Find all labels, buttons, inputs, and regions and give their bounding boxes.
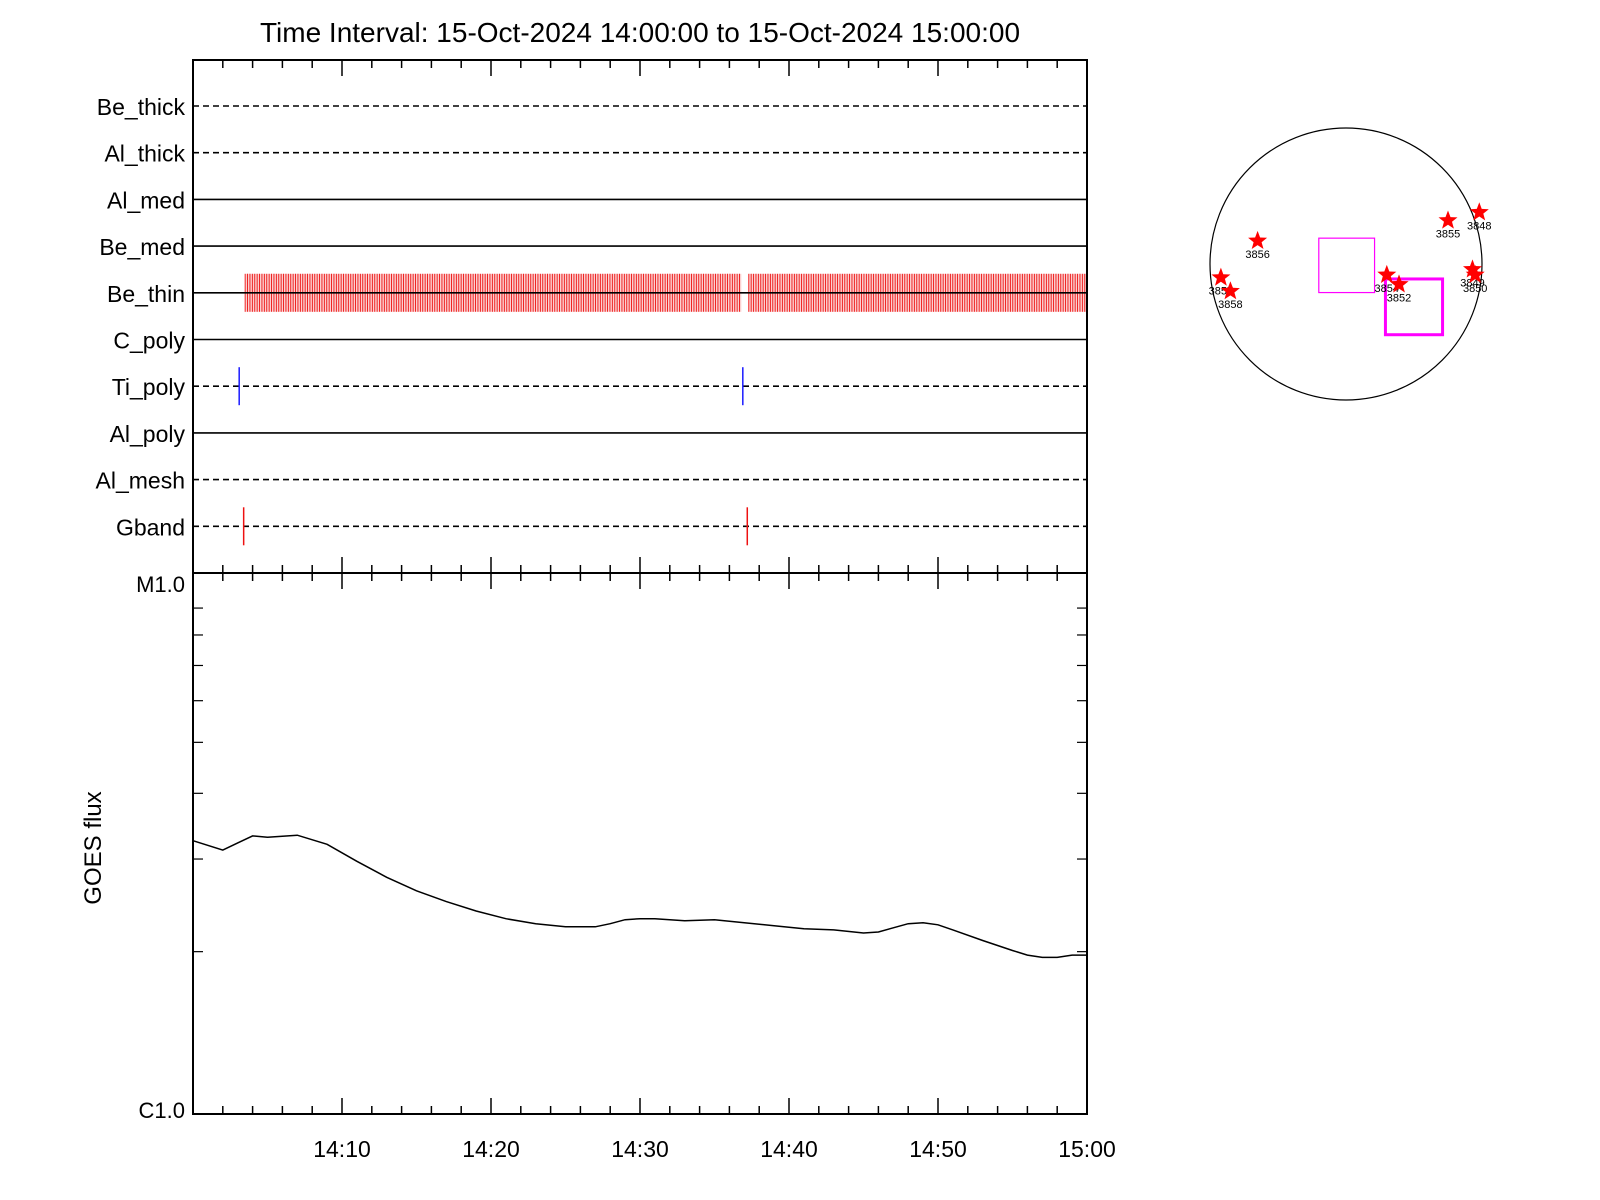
region-marker-3848 — [1469, 202, 1489, 221]
detector-timeline-panel: Time Interval: 15-Oct-2024 14:00:00 to 1… — [96, 17, 1088, 574]
goes-flux-panel: GOES flux C1.0 M1.0 14:10 14:20 14:30 14:40 14… — [80, 572, 1116, 1162]
x-tick-label: 14:50 — [909, 1136, 967, 1162]
row-label-al-thick: Al_thick — [104, 141, 185, 167]
region-label-3848: 3848 — [1467, 220, 1491, 232]
y-tick-label-m1: M1.0 — [136, 572, 185, 597]
x-tick-label: 14:20 — [462, 1136, 520, 1162]
region-marker-3854 — [1377, 264, 1397, 283]
x-tick-label: 14:30 — [611, 1136, 669, 1162]
region-marker-3856 — [1248, 230, 1268, 249]
x-tick-label: 14:10 — [313, 1136, 371, 1162]
fov-box-1 — [1318, 237, 1376, 294]
region-label-3852: 3852 — [1387, 292, 1411, 304]
x-tick-label: 15:00 — [1058, 1136, 1116, 1162]
row-label-al-med: Al_med — [107, 187, 185, 213]
region-label-3858: 3858 — [1218, 299, 1242, 311]
timeline-frame — [192, 59, 1088, 574]
region-label-3856: 3856 — [1245, 249, 1269, 261]
region-label-3855: 3855 — [1436, 228, 1460, 240]
goes-frame — [192, 572, 1088, 1115]
row-label-gband: Gband — [116, 514, 185, 540]
row-label-be-thin: Be_thin — [107, 281, 185, 307]
region-marker-3850 — [1465, 264, 1485, 283]
region-label-3854: 3854 — [1375, 283, 1399, 295]
region-marker-3855 — [1438, 210, 1458, 229]
solar-disk — [1209, 127, 1483, 401]
chart-title: Time Interval: 15-Oct-2024 14:00:00 to 1… — [260, 17, 1020, 48]
fov-box-2 — [1383, 277, 1445, 337]
region-marker-3852 — [1389, 274, 1409, 293]
region-marker-3858 — [1220, 281, 1240, 300]
row-label-be-thick: Be_thick — [97, 94, 186, 120]
goes-flux-line — [192, 834, 1087, 959]
row-label-be-med: Be_med — [99, 234, 185, 260]
row-label-c-poly: C_poly — [113, 328, 185, 354]
row-label-al-mesh: Al_mesh — [96, 468, 185, 494]
region-label-3850: 3850 — [1463, 283, 1487, 295]
region-marker-3857 — [1211, 267, 1231, 286]
row-label-ti-poly: Ti_poly — [112, 374, 186, 400]
y-tick-label-c1: C1.0 — [139, 1098, 185, 1123]
x-tick-label: 14:40 — [760, 1136, 818, 1162]
row-label-al-poly: Al_poly — [110, 421, 186, 447]
y-axis-label: GOES flux — [80, 791, 107, 904]
region-marker-3849 — [1463, 259, 1482, 278]
